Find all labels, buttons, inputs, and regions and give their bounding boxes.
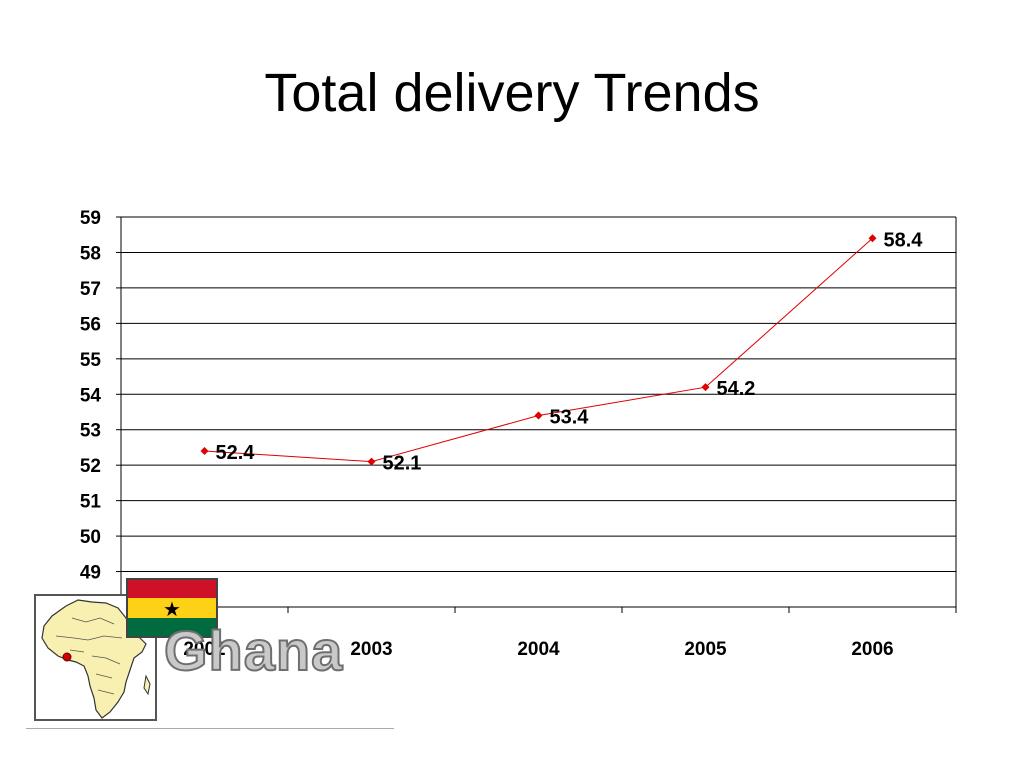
data-label: 53.4 — [550, 407, 590, 429]
x-tick-label: 2006 — [851, 639, 893, 660]
ghana-location-marker — [62, 652, 72, 662]
logo-wordmark: Ghana — [163, 618, 344, 683]
ghana-flag-icon: ★ — [126, 578, 218, 638]
y-tick-label: 59 — [80, 208, 101, 229]
y-tick-label: 51 — [80, 492, 102, 513]
x-tick-label: 2005 — [684, 639, 727, 660]
series-line — [204, 237, 873, 463]
divider — [26, 728, 394, 729]
y-tick-label: 57 — [80, 279, 101, 300]
series-group — [200, 234, 877, 466]
data-label: 58.4 — [884, 229, 924, 251]
data-label: 52.1 — [383, 453, 422, 475]
x-axis-ticks: 2002 2003 2004 2005 2006 — [120, 607, 957, 660]
data-point — [367, 457, 376, 466]
data-point — [701, 383, 710, 392]
y-tick-label: 50 — [80, 527, 101, 548]
y-tick-label: 58 — [80, 243, 101, 264]
y-tick-label: 55 — [80, 350, 102, 371]
y-tick-label: 56 — [80, 314, 101, 335]
data-label: 52.4 — [216, 442, 256, 464]
star-icon: ★ — [163, 597, 181, 621]
data-labels: 52.4 52.1 53.4 54.2 58.4 — [216, 229, 924, 474]
page-title: Total delivery Trends — [264, 63, 760, 123]
data-point — [534, 411, 543, 420]
africa-continent-shape — [41, 599, 147, 719]
x-tick-label: 2002 — [183, 639, 225, 660]
x-tick-label: 2003 — [350, 639, 392, 660]
data-point — [868, 234, 877, 243]
y-tick-label: 49 — [80, 563, 101, 584]
ghana-logo: ★ Ghana — [26, 578, 396, 730]
y-tick-label: 53 — [80, 421, 101, 442]
y-axis-ticks: 484950515253545556575859 — [80, 208, 121, 619]
y-tick-label: 52 — [80, 456, 101, 477]
x-tick-label: 2004 — [517, 639, 560, 660]
y-tick-label: 54 — [80, 385, 102, 406]
data-label: 54.2 — [717, 378, 756, 400]
data-point — [200, 447, 209, 455]
gridlines — [121, 216, 956, 608]
